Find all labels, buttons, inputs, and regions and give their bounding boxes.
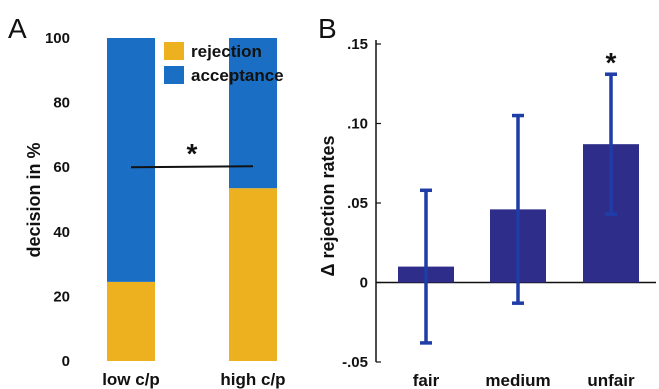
x-tick-label: high c/p (220, 370, 285, 389)
bar-rejection (107, 281, 155, 361)
bar-acceptance (229, 38, 277, 189)
x-tick-label: medium (485, 371, 550, 389)
legend-label: rejection (191, 42, 262, 61)
y-tick-label: -.05 (342, 354, 368, 371)
legend-swatch (164, 42, 184, 60)
panel-a-legend: rejection acceptance (164, 42, 284, 85)
bar-rejection (229, 188, 277, 361)
panel-b-bars (398, 72, 639, 345)
significance-star: * (606, 47, 617, 78)
y-tick-label: .10 (347, 116, 368, 133)
panel-b-stars: * (606, 47, 617, 78)
y-tick-label: 40 (53, 224, 70, 241)
y-tick-label: 80 (53, 95, 70, 112)
x-tick-label: low c/p (102, 370, 160, 389)
x-tick-label: unfair (587, 371, 635, 389)
y-tick-label: 0 (62, 353, 70, 370)
y-tick-label: 0 (360, 275, 368, 292)
panel-b-label: B (318, 13, 337, 44)
y-tick-label: 100 (45, 30, 70, 47)
y-tick-label: .15 (347, 36, 368, 53)
y-tick-label: .05 (347, 195, 368, 212)
significance-star: * (187, 138, 198, 169)
panel-a-ylabel: decision in % (24, 142, 44, 257)
y-tick-label: 60 (53, 159, 70, 176)
legend-swatch (164, 66, 184, 84)
panel-b-yticks: -.05 0 .05 .10 .15 (342, 36, 381, 371)
panel-b-xticks: fair medium unfair (413, 371, 635, 389)
panel-a-yticks: 0 20 40 60 80 100 (45, 30, 70, 370)
panel-a-xticks: low c/p high c/p (102, 370, 285, 389)
panel-a-bars (107, 38, 277, 361)
significance-line (130, 165, 254, 169)
panel-b: B Δ rejection rates -.05 0 .05 .10 .15 fair m… (318, 13, 656, 389)
panel-a-label: A (8, 13, 27, 44)
x-tick-label: fair (413, 371, 440, 389)
bar-acceptance (107, 38, 155, 282)
legend-label: acceptance (191, 66, 284, 85)
y-tick-label: 20 (53, 288, 70, 305)
panel-b-ylabel: Δ rejection rates (318, 136, 338, 277)
panel-a: A decision in % 0 20 40 60 80 100 low c/p high… (8, 13, 286, 389)
